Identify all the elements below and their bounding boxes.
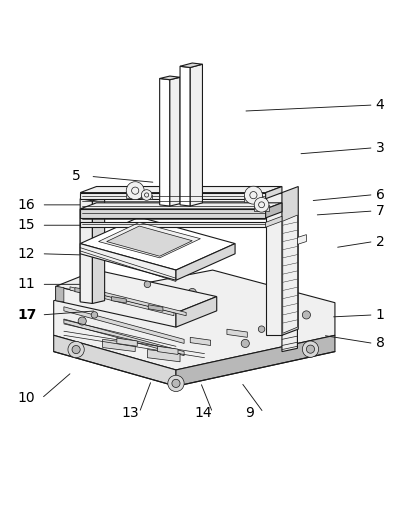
Polygon shape xyxy=(107,226,192,256)
Text: 2: 2 xyxy=(376,235,384,248)
Text: 6: 6 xyxy=(376,188,384,202)
Polygon shape xyxy=(142,195,152,199)
Text: 10: 10 xyxy=(17,392,35,405)
Circle shape xyxy=(302,311,310,319)
Circle shape xyxy=(168,375,184,392)
Text: 11: 11 xyxy=(17,277,35,292)
Text: 13: 13 xyxy=(121,406,139,420)
Polygon shape xyxy=(64,307,184,344)
Polygon shape xyxy=(265,217,282,227)
Polygon shape xyxy=(282,292,297,352)
Polygon shape xyxy=(245,195,263,202)
Circle shape xyxy=(245,186,263,204)
Text: 15: 15 xyxy=(17,218,35,232)
Text: 17: 17 xyxy=(17,308,36,322)
Polygon shape xyxy=(82,287,186,315)
Polygon shape xyxy=(117,338,137,346)
Polygon shape xyxy=(92,198,105,303)
Polygon shape xyxy=(112,296,126,303)
Polygon shape xyxy=(265,193,282,335)
Text: 3: 3 xyxy=(376,141,384,155)
Polygon shape xyxy=(80,203,282,209)
Polygon shape xyxy=(80,199,92,303)
Circle shape xyxy=(258,326,265,332)
Polygon shape xyxy=(190,64,202,206)
Polygon shape xyxy=(176,296,217,327)
Polygon shape xyxy=(297,235,306,244)
Polygon shape xyxy=(80,187,282,193)
Text: 1: 1 xyxy=(376,308,384,322)
Text: 12: 12 xyxy=(17,247,35,261)
Polygon shape xyxy=(80,222,265,227)
Circle shape xyxy=(142,190,152,200)
Polygon shape xyxy=(160,76,180,80)
Polygon shape xyxy=(265,187,282,199)
Text: 14: 14 xyxy=(194,406,212,420)
Polygon shape xyxy=(56,270,217,313)
Polygon shape xyxy=(147,350,180,362)
Polygon shape xyxy=(75,288,90,294)
Polygon shape xyxy=(227,329,247,337)
Polygon shape xyxy=(80,193,265,199)
Circle shape xyxy=(144,281,151,288)
Polygon shape xyxy=(56,286,176,327)
Polygon shape xyxy=(160,79,170,206)
Polygon shape xyxy=(80,209,92,303)
Circle shape xyxy=(241,339,249,347)
Circle shape xyxy=(302,341,319,358)
Polygon shape xyxy=(126,190,144,198)
Circle shape xyxy=(172,379,180,387)
Text: 4: 4 xyxy=(376,98,384,112)
Polygon shape xyxy=(157,346,178,354)
Polygon shape xyxy=(80,244,176,280)
Polygon shape xyxy=(56,286,64,302)
Polygon shape xyxy=(176,335,335,386)
Polygon shape xyxy=(180,66,190,206)
Circle shape xyxy=(68,342,84,358)
Polygon shape xyxy=(148,305,163,311)
Polygon shape xyxy=(190,337,211,345)
Polygon shape xyxy=(170,77,180,206)
Polygon shape xyxy=(282,187,298,335)
Polygon shape xyxy=(265,203,282,218)
Polygon shape xyxy=(54,335,176,386)
Polygon shape xyxy=(254,205,269,211)
Polygon shape xyxy=(99,222,200,258)
Polygon shape xyxy=(103,339,135,352)
Polygon shape xyxy=(80,209,265,218)
Polygon shape xyxy=(80,217,235,270)
Circle shape xyxy=(91,312,98,318)
Polygon shape xyxy=(283,215,297,333)
Circle shape xyxy=(306,345,315,353)
Circle shape xyxy=(254,197,269,212)
Polygon shape xyxy=(70,287,174,315)
Polygon shape xyxy=(92,209,103,303)
Polygon shape xyxy=(176,244,235,280)
Circle shape xyxy=(188,288,196,296)
Circle shape xyxy=(72,345,80,354)
Polygon shape xyxy=(64,319,184,356)
Circle shape xyxy=(126,182,144,200)
Polygon shape xyxy=(54,270,335,370)
Text: 5: 5 xyxy=(72,169,81,184)
Text: 8: 8 xyxy=(376,336,384,351)
Text: 7: 7 xyxy=(376,204,384,218)
Polygon shape xyxy=(180,63,202,68)
Circle shape xyxy=(78,317,86,325)
Text: 16: 16 xyxy=(17,198,35,212)
Text: 9: 9 xyxy=(245,406,254,420)
